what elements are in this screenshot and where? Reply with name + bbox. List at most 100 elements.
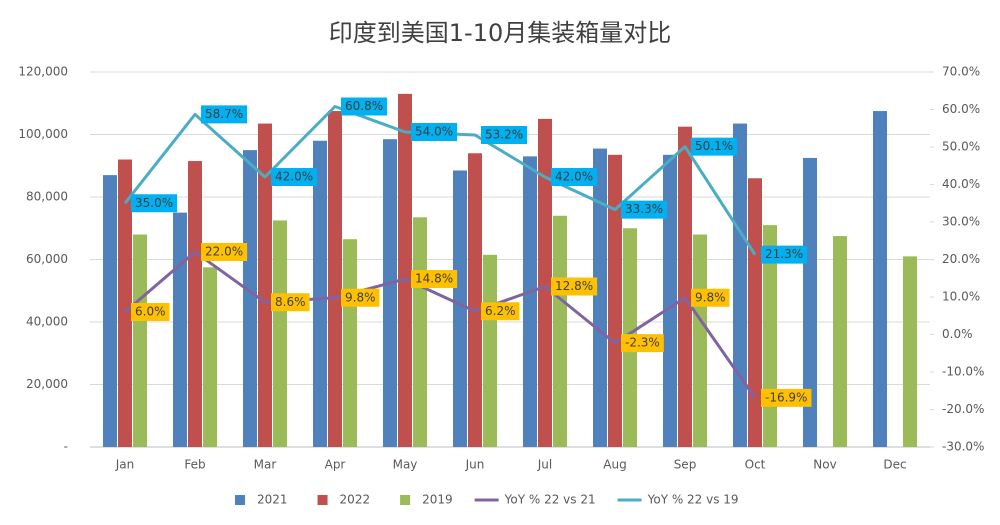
bar [103, 175, 117, 447]
data-label-box [131, 194, 178, 213]
data-label: 33.3% [625, 202, 663, 216]
bar [203, 267, 217, 447]
data-label: 22.0% [205, 245, 243, 259]
data-label-box [551, 277, 598, 296]
data-label-box [621, 334, 664, 353]
y2-tick-label: 30.0% [942, 215, 980, 229]
data-label-box [691, 288, 730, 307]
y-tick-label: - [64, 440, 68, 454]
data-label: 12.8% [555, 279, 593, 293]
bar [733, 123, 747, 447]
x-tick-label: Nov [813, 458, 836, 472]
data-label: 50.1% [695, 139, 733, 153]
data-label-box [201, 243, 248, 261]
bar [523, 156, 537, 447]
y2-tick-label: 10.0% [942, 290, 980, 304]
legend-label: 2021 [257, 493, 288, 507]
data-label-box [691, 137, 738, 156]
legend-label: YoY % 22 vs 19 [647, 493, 739, 507]
bar [398, 93, 412, 447]
data-label-box [271, 293, 310, 312]
data-label: 9.8% [695, 290, 726, 304]
y-tick-label: 60,000 [26, 252, 68, 266]
data-label-box [411, 123, 458, 141]
bar [243, 150, 257, 447]
bar [313, 140, 327, 447]
x-tick-label: Apr [325, 458, 346, 472]
bar [188, 161, 202, 447]
data-label-box [551, 168, 598, 186]
data-label-box [131, 303, 170, 321]
y-tick-label: 40,000 [26, 315, 68, 329]
bar [383, 139, 397, 447]
bar [803, 157, 817, 447]
bar [553, 215, 567, 447]
bar [258, 123, 272, 447]
data-label: 60.8% [345, 99, 383, 113]
bar [663, 154, 677, 447]
data-label: 54.0% [415, 125, 453, 139]
data-label: 53.2% [485, 128, 523, 142]
bar [413, 217, 427, 447]
y-tick-label: 20,000 [26, 377, 68, 391]
y-tick-label: 120,000 [18, 65, 68, 79]
data-label-box [621, 200, 668, 219]
bar [453, 170, 467, 447]
bar [833, 236, 847, 447]
data-label: 6.2% [485, 304, 516, 318]
x-tick-label: Oct [745, 458, 766, 472]
data-label: 8.6% [275, 295, 306, 309]
chart-title: 印度到美国1-10月集装箱量对比 [329, 19, 671, 47]
data-label: 42.0% [555, 170, 593, 184]
y2-tick-label: 60.0% [942, 102, 980, 116]
y2-tick-label: -20.0% [942, 402, 984, 416]
x-tick-label: Sep [674, 458, 697, 472]
data-label-box [201, 105, 248, 124]
data-label-box [761, 245, 808, 264]
bar [133, 234, 147, 447]
y2-tick-label: 70.0% [942, 65, 980, 79]
bar [118, 159, 132, 447]
legend-label: YoY % 22 vs 21 [504, 493, 596, 507]
bar [593, 148, 607, 447]
data-label-box [341, 97, 388, 116]
legend-label: 2022 [340, 493, 371, 507]
data-label: 58.7% [205, 107, 243, 121]
bar [468, 153, 482, 447]
bar [903, 256, 917, 447]
data-label-box [271, 168, 318, 186]
y2-tick-label: 50.0% [942, 140, 980, 154]
bar [608, 154, 622, 447]
data-label-box [761, 388, 812, 407]
data-label: -2.3% [625, 336, 660, 350]
data-label-box [341, 288, 380, 307]
bar [173, 212, 187, 447]
data-label: 14.8% [415, 272, 453, 286]
y-tick-label: 80,000 [26, 190, 68, 204]
x-tick-label: Aug [603, 458, 626, 472]
data-label-box [481, 302, 520, 321]
legend-swatch [317, 495, 328, 505]
data-label: 9.8% [345, 290, 376, 304]
bar [693, 234, 707, 447]
bar [538, 118, 552, 447]
y2-tick-label: -30.0% [942, 440, 984, 454]
y2-tick-label: -10.0% [942, 365, 984, 379]
data-label: 35.0% [135, 196, 173, 210]
x-tick-label: Jul [537, 458, 552, 472]
bar [678, 126, 692, 447]
x-tick-label: Jun [465, 458, 485, 472]
bar [343, 239, 357, 447]
data-label: 42.0% [275, 170, 313, 184]
y2-tick-label: 20.0% [942, 252, 980, 266]
line [124, 250, 757, 399]
legend-swatch [400, 495, 411, 505]
x-tick-label: Jan [115, 458, 135, 472]
data-label: 21.3% [765, 247, 803, 261]
bar [328, 111, 342, 447]
legend-label: 2019 [422, 493, 453, 507]
bar [273, 220, 287, 447]
x-tick-label: Dec [883, 458, 906, 472]
y2-tick-label: 0.0% [942, 327, 973, 341]
